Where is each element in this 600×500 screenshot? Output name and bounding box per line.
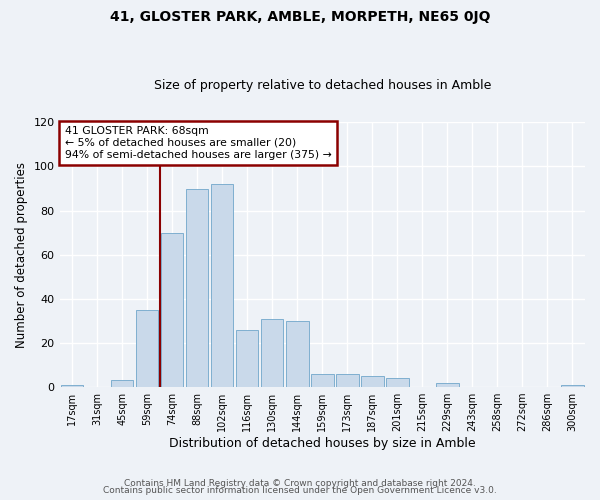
Text: Contains public sector information licensed under the Open Government Licence v3: Contains public sector information licen…: [103, 486, 497, 495]
Bar: [136, 310, 158, 387]
Text: 41, GLOSTER PARK, AMBLE, MORPETH, NE65 0JQ: 41, GLOSTER PARK, AMBLE, MORPETH, NE65 0…: [110, 10, 490, 24]
Bar: [111, 380, 133, 387]
Bar: [336, 374, 359, 387]
Bar: [186, 188, 208, 387]
Bar: [436, 382, 458, 387]
Bar: [236, 330, 259, 387]
Bar: [286, 321, 308, 387]
Text: 41 GLOSTER PARK: 68sqm
← 5% of detached houses are smaller (20)
94% of semi-deta: 41 GLOSTER PARK: 68sqm ← 5% of detached …: [65, 126, 332, 160]
X-axis label: Distribution of detached houses by size in Amble: Distribution of detached houses by size …: [169, 437, 476, 450]
Title: Size of property relative to detached houses in Amble: Size of property relative to detached ho…: [154, 79, 491, 92]
Y-axis label: Number of detached properties: Number of detached properties: [15, 162, 28, 348]
Bar: [61, 385, 83, 387]
Bar: [311, 374, 334, 387]
Bar: [161, 232, 184, 387]
Bar: [261, 318, 283, 387]
Bar: [386, 378, 409, 387]
Text: Contains HM Land Registry data © Crown copyright and database right 2024.: Contains HM Land Registry data © Crown c…: [124, 478, 476, 488]
Bar: [561, 385, 584, 387]
Bar: [211, 184, 233, 387]
Bar: [361, 376, 383, 387]
